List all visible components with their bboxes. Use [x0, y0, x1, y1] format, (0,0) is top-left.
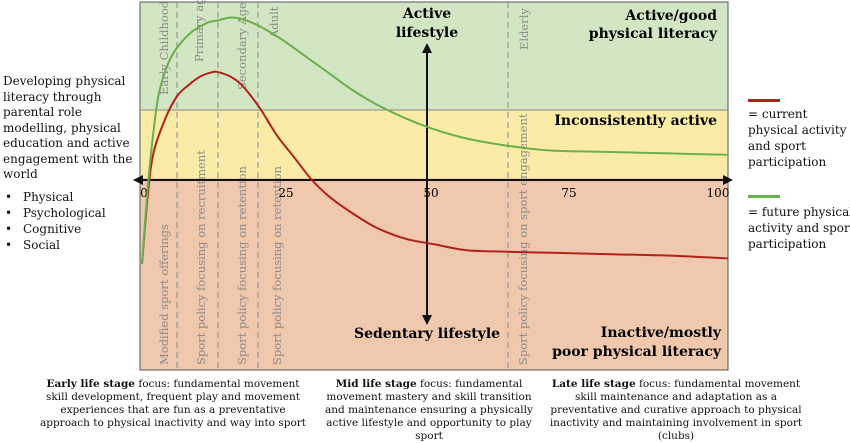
legend-swatch-current: [748, 99, 780, 102]
stage-label-elderly: Elderly: [517, 8, 531, 50]
zone-top-label-2: physical literacy: [589, 26, 718, 42]
legend-swatch-future: [748, 195, 780, 198]
active-label-1: Active: [402, 6, 451, 22]
x-tick-100: 100: [707, 186, 730, 200]
domain-item-physical: Physical: [3, 189, 135, 205]
policy-label-modified-offerings: Modified sport offerings: [157, 224, 171, 365]
zone-active-good: [140, 2, 728, 110]
zone-middle-label: Inconsistently active: [554, 113, 717, 129]
note-late-life-text: focus: fundamental movement skill mainte…: [549, 378, 803, 442]
domain-item-social: Social: [3, 237, 135, 253]
note-late-life: Late life stage focus: fundamental movem…: [548, 378, 804, 443]
zone-inconsistently-active: [140, 110, 728, 178]
policy-label-retention-1: Sport policy focusing on retention: [235, 165, 249, 365]
domain-item-psychological: Psychological: [3, 205, 135, 221]
legend-label-current: = current physical activity and sport pa…: [748, 107, 847, 169]
series-line-current: [141, 70, 729, 265]
legend-label-future: = future physical activity and sport par…: [748, 205, 850, 251]
diagram-frame: [139, 1, 729, 371]
left-description: Developing physical literacy through par…: [3, 74, 135, 253]
left-intro-text: Developing physical literacy through par…: [3, 74, 133, 181]
policy-label-retention-2: Sport policy focusing on retention: [270, 165, 284, 365]
active-label-2: lifestyle: [396, 25, 458, 41]
domain-list: Physical Psychological Cognitive Social: [3, 189, 135, 253]
series-line-future: [141, 16, 729, 265]
zone-bottom-label-2: poor physical literacy: [552, 344, 722, 360]
zone-top-label-1: Active/good: [624, 8, 717, 24]
stage-label-adult: Adult: [267, 6, 281, 39]
sedentary-label: Sedentary lifestyle: [354, 326, 500, 342]
note-early-life: Early life stage focus: fundamental move…: [38, 378, 308, 430]
note-mid-life-text: focus: fundamental movement mastery and …: [325, 378, 533, 442]
note-late-life-heading: Late life stage: [551, 378, 636, 390]
x-tick-25: 25: [278, 186, 293, 200]
policy-label-recruitment: Sport policy focusing on recruitment: [194, 150, 208, 365]
note-early-life-text: focus: fundamental movement skill develo…: [39, 378, 307, 429]
zone-bottom-label-1: Inactive/mostly: [601, 325, 722, 341]
stage-label-early-childhood: Early Childhood: [157, 0, 171, 95]
stage-label-primary-age: Primary age: [192, 0, 206, 62]
x-tick-75: 75: [561, 186, 576, 200]
note-early-life-heading: Early life stage: [46, 378, 135, 390]
note-mid-life-heading: Mid life stage: [335, 378, 417, 390]
note-mid-life: Mid life stage focus: fundamental moveme…: [318, 378, 540, 443]
policy-label-sport-engagement: Sport policy focusing on sport engagemen…: [516, 113, 530, 365]
x-tick-0: 0: [140, 186, 148, 200]
zone-inactive: [140, 178, 728, 370]
x-tick-50: 50: [423, 186, 438, 200]
domain-item-cognitive: Cognitive: [3, 221, 135, 237]
stage-label-secondary-age: Secondary Age: [235, 2, 249, 90]
